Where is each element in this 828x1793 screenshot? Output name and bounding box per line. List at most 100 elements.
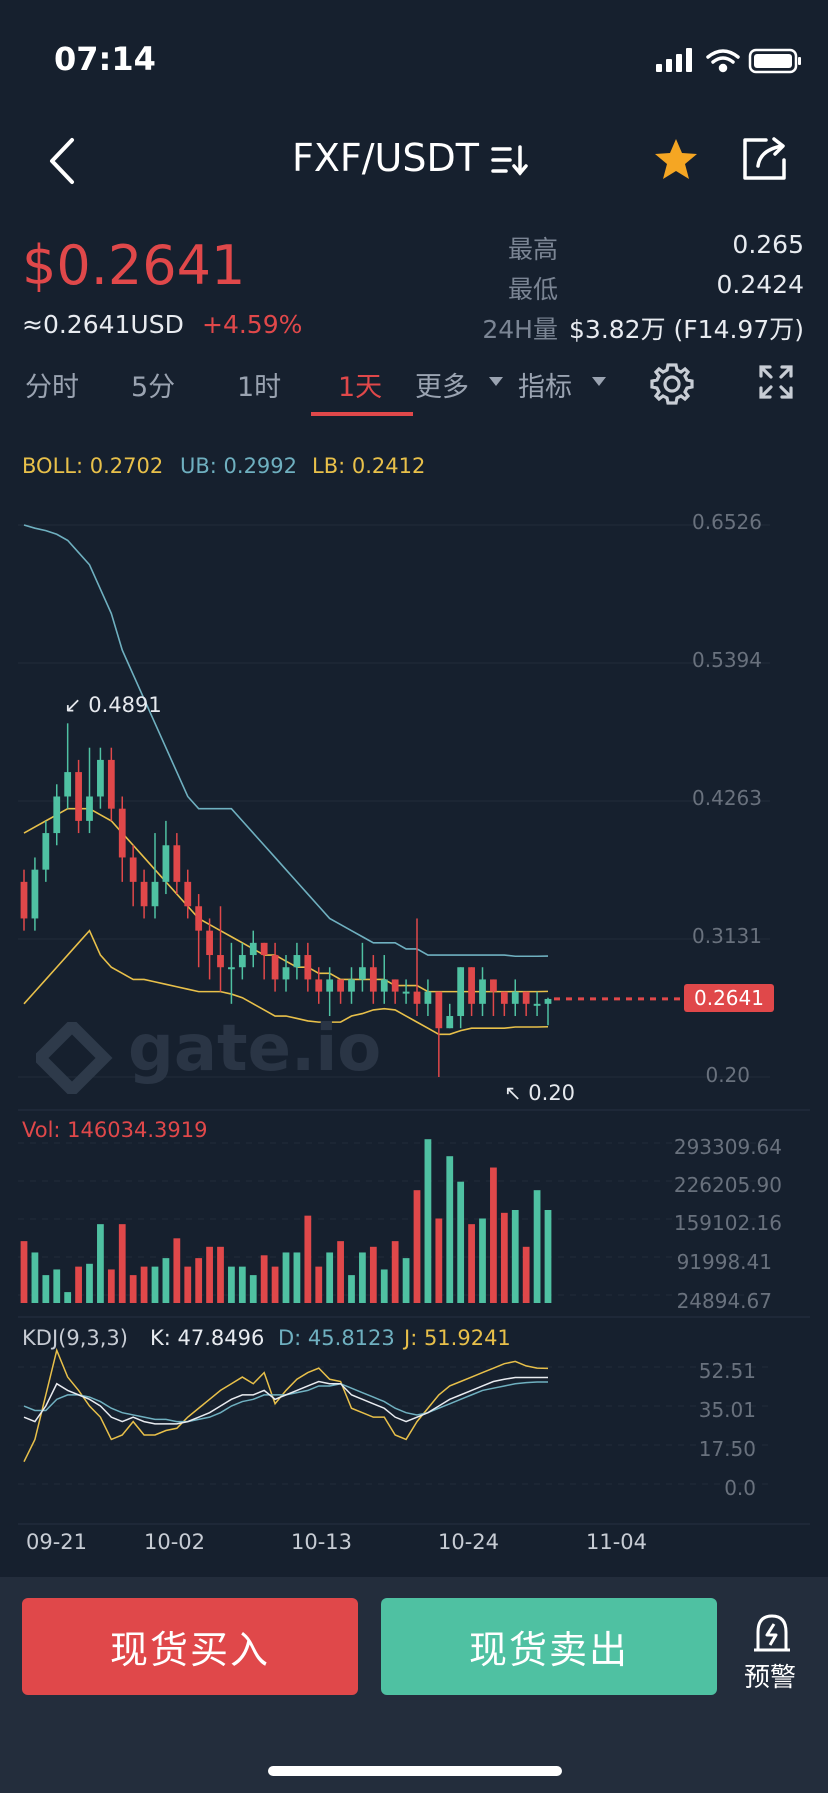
- tab-1day[interactable]: 1天: [338, 372, 383, 403]
- volume-bar: [260, 1255, 268, 1303]
- chevron-down-icon: [592, 377, 606, 386]
- kdj-k-label: K: 47.8496: [150, 1326, 265, 1350]
- status-icons: [656, 48, 801, 74]
- boll-upper-label: UB: 0.2992: [180, 454, 298, 478]
- candle-body: [369, 967, 377, 992]
- candle-body: [118, 808, 126, 858]
- candle-body: [86, 796, 93, 821]
- candle-body: [228, 967, 235, 970]
- kline-chart[interactable]: [0, 480, 828, 1550]
- candle-body: [238, 955, 246, 968]
- candle-body: [151, 881, 159, 907]
- tab-1hour[interactable]: 1时: [237, 372, 282, 403]
- candle-body: [31, 869, 39, 919]
- candle-body: [468, 967, 475, 1004]
- volume-bar: [162, 1258, 170, 1303]
- usd-price: ≈0.2641USD: [22, 310, 184, 339]
- volume-bar: [359, 1252, 366, 1303]
- kdj-tick: 35.01: [698, 1398, 756, 1422]
- candle-body: [20, 881, 28, 919]
- volume-bar: [31, 1252, 39, 1303]
- gear-icon[interactable]: [650, 362, 694, 406]
- volume-bar: [337, 1241, 344, 1303]
- volume-bar: [282, 1252, 290, 1303]
- y-tick: 0.5394: [692, 648, 762, 672]
- status-time: 07:14: [54, 40, 156, 78]
- candle-body: [511, 991, 519, 1004]
- tab-more[interactable]: 更多: [415, 372, 469, 403]
- tab-5min[interactable]: 5分: [131, 372, 176, 403]
- volume-bar: [140, 1266, 148, 1303]
- volume-bar: [380, 1269, 388, 1303]
- tab-timeline[interactable]: 分时: [25, 372, 79, 403]
- candle-body: [271, 955, 279, 980]
- share-icon[interactable]: [740, 134, 790, 184]
- volume-bar: [20, 1241, 28, 1303]
- candle-body: [293, 955, 301, 968]
- tab-indicators[interactable]: 指标: [518, 372, 572, 403]
- candle-body: [380, 979, 388, 992]
- candle-body: [206, 930, 213, 956]
- candle-body: [184, 881, 192, 907]
- vol-tick: 159102.16: [673, 1211, 782, 1235]
- alert-label[interactable]: 预警: [744, 1663, 797, 1693]
- candle-body: [337, 979, 344, 992]
- volume-bar: [500, 1212, 508, 1303]
- kdj-k-line: [23, 1376, 548, 1425]
- swap-list-icon[interactable]: [490, 144, 530, 178]
- volume-bar: [544, 1209, 552, 1303]
- gate-logo-icon: [36, 1022, 113, 1094]
- high-marker: ↙ 0.4891: [64, 693, 162, 717]
- fullscreen-icon[interactable]: [758, 364, 794, 400]
- volume-24h-value: $3.82万 (F14.97万): [569, 315, 804, 344]
- sell-button[interactable]: 现货卖出: [381, 1598, 717, 1695]
- candle-body: [260, 942, 268, 956]
- candle-body: [457, 967, 465, 1017]
- volume-bar: [369, 1246, 377, 1303]
- alert-bell-icon[interactable]: [752, 1612, 792, 1654]
- candle-body: [282, 967, 290, 980]
- candle-body: [533, 1003, 541, 1006]
- low-value: 0.2424: [716, 270, 804, 299]
- buy-button[interactable]: 现货买入: [22, 1598, 358, 1695]
- star-icon[interactable]: [652, 136, 700, 182]
- volume-bar: [217, 1246, 224, 1303]
- kdj-d-line: [23, 1381, 548, 1423]
- candle-body: [173, 845, 181, 882]
- y-tick: 0.20: [705, 1063, 750, 1087]
- pair-title[interactable]: FXF/USDT: [292, 136, 479, 180]
- low-label: 最低: [507, 275, 558, 304]
- volume-bar: [228, 1266, 235, 1303]
- high-value: 0.265: [732, 230, 804, 259]
- volume-bar: [151, 1266, 159, 1303]
- candle-body: [140, 881, 148, 907]
- candle-body: [391, 979, 399, 992]
- low-marker: ↖ 0.20: [504, 1081, 576, 1105]
- volume-bar: [173, 1238, 181, 1303]
- vol-tick: 24894.67: [676, 1289, 772, 1313]
- volume-bar: [511, 1209, 519, 1303]
- change-percent: +4.59%: [202, 310, 303, 339]
- volume-bar: [522, 1246, 530, 1303]
- candle-body: [195, 906, 203, 931]
- volume-bar: [435, 1218, 443, 1303]
- candle-body: [107, 759, 115, 809]
- date-tick: 10-13: [291, 1530, 353, 1554]
- volume-bar: [457, 1181, 465, 1303]
- candle-body: [500, 991, 508, 1004]
- kdj-tick: 0.0: [724, 1476, 756, 1500]
- kdj-j-label: J: 51.9241: [404, 1326, 511, 1350]
- home-indicator: [268, 1766, 562, 1776]
- volume-bar: [490, 1167, 497, 1303]
- wifi-icon: [706, 49, 740, 73]
- candle-body: [544, 998, 552, 1004]
- kdj-label: KDJ(9,3,3): [22, 1326, 128, 1350]
- candle-body: [64, 772, 72, 797]
- candle-body: [75, 772, 82, 821]
- back-icon[interactable]: [44, 136, 78, 186]
- date-tick: 10-24: [438, 1530, 500, 1554]
- volume-bar: [195, 1258, 203, 1303]
- volume-bar: [238, 1266, 246, 1303]
- candle-body: [249, 942, 257, 956]
- date-tick: 10-02: [144, 1530, 206, 1554]
